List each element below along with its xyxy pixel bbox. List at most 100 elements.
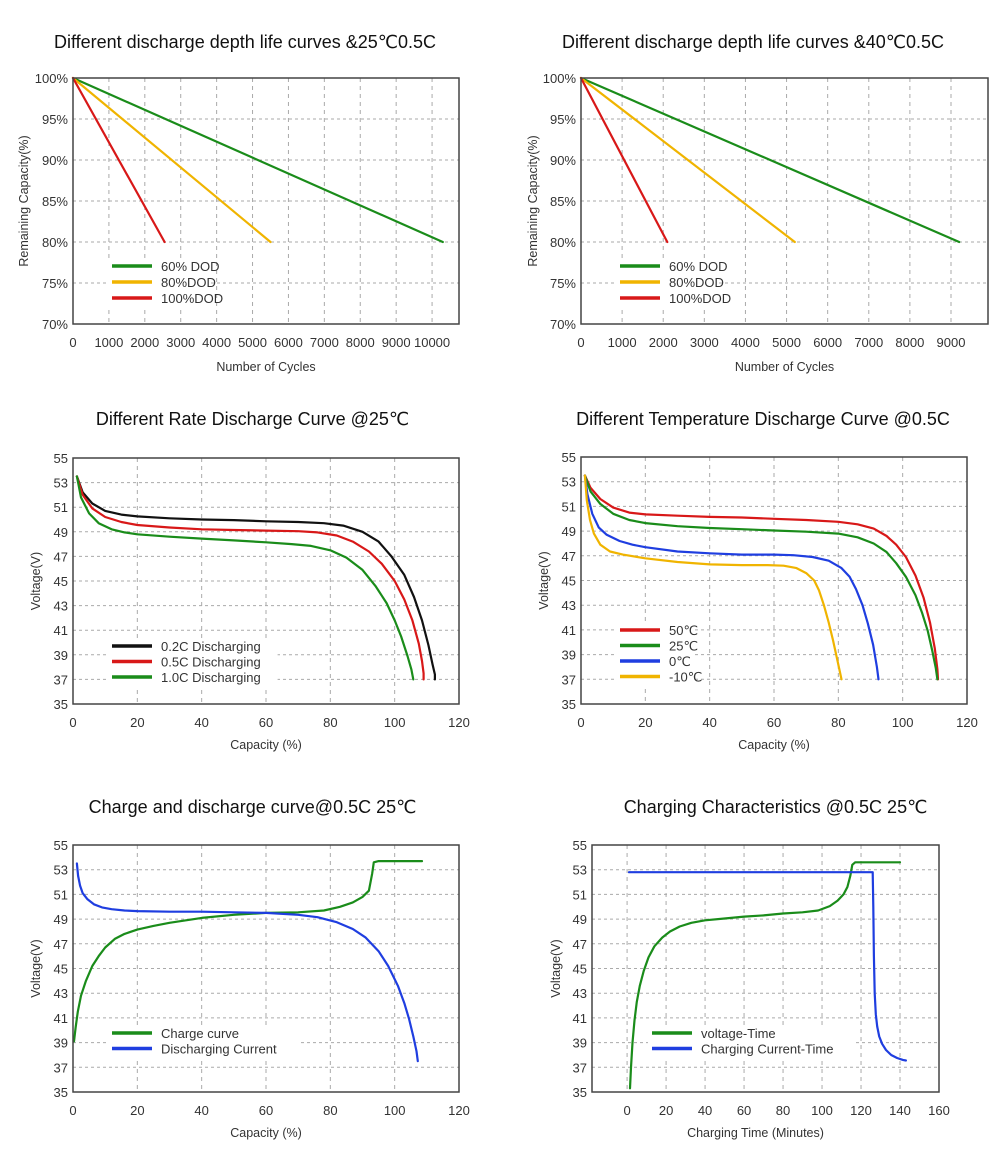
chart-panel-dod40: Different discharge depth life curves &4… bbox=[0, 0, 1000, 390]
chart-dod40: 0 1000 2000 3000 4000 5000 6000 7000 8000 9000 70%… bbox=[526, 71, 989, 374]
chart-title: Different discharge depth life curves &2… bbox=[53, 32, 437, 52]
x-tick-label: 60 bbox=[259, 1103, 273, 1118]
x-tick-label: 20 bbox=[659, 1103, 673, 1118]
series-line-0 bbox=[71, 76, 444, 244]
chart-title: Charging Characteristics @0.5C 25℃ bbox=[623, 797, 928, 817]
y-tick-label: 75% bbox=[550, 276, 576, 291]
legend-label: 0.2C Discharging bbox=[161, 639, 261, 654]
series-line-0 bbox=[75, 475, 436, 681]
y-tick-label: 51 bbox=[562, 499, 576, 514]
series-line-2 bbox=[583, 474, 880, 681]
y-tick-label: 41 bbox=[562, 623, 576, 638]
plot-frame bbox=[591, 844, 940, 1093]
x-tick-label: 120 bbox=[850, 1103, 872, 1118]
chart-panel-temp: Different Temperature Discharge Curve @0… bbox=[537, 409, 978, 752]
gridlines bbox=[73, 78, 459, 324]
x-tick-label: 0 bbox=[69, 715, 76, 730]
y-tick-label: 53 bbox=[54, 863, 68, 878]
y-tick-label: 35 bbox=[573, 1085, 587, 1100]
y-tick-label: 47 bbox=[562, 549, 576, 564]
series-line-2 bbox=[71, 76, 166, 244]
chart-rate: 0 20 40 60 80 100 120 35 37 39 41 43 45 47 49 51 53 55 Cap… bbox=[29, 451, 470, 752]
y-tick-label: 39 bbox=[54, 648, 68, 663]
x-tick-label: 5000 bbox=[772, 335, 801, 350]
x-tick-label: 6000 bbox=[274, 335, 303, 350]
y-axis-label: Voltage(V) bbox=[29, 939, 43, 997]
chart-temp: 0 20 40 60 80 100 120 35 37 39 41 43 45 47 49 51 53 55 Cap… bbox=[537, 450, 978, 752]
y-tick-label: 85% bbox=[42, 194, 68, 209]
x-axis-label: Charging Time (Minutes) bbox=[687, 1126, 824, 1140]
y-tick-label: 75% bbox=[42, 276, 68, 291]
y-tick-label: 49 bbox=[573, 912, 587, 927]
x-tick-label: 80 bbox=[323, 1103, 337, 1118]
chart-title: Charge and discharge curve@0.5C 25℃ bbox=[88, 797, 417, 817]
chart-dod25: 0 1000 2000 3000 4000 5000 6000 7000 8000 9000 100… bbox=[17, 71, 460, 374]
series-line-1 bbox=[579, 76, 796, 244]
y-tick-label: 55 bbox=[562, 450, 576, 465]
x-tick-label: 2000 bbox=[649, 335, 678, 350]
legend-label: Charging Current-Time bbox=[701, 1042, 833, 1057]
y-tick-label: 53 bbox=[562, 475, 576, 490]
gridlines bbox=[592, 845, 939, 1092]
legend-label: 50℃ bbox=[669, 623, 698, 638]
x-tick-label: 10000 bbox=[414, 335, 450, 350]
x-axis-label: Number of Cycles bbox=[735, 360, 834, 374]
series-line-2 bbox=[579, 76, 669, 244]
legend-background bbox=[648, 1025, 856, 1058]
x-tick-label: 140 bbox=[889, 1103, 911, 1118]
y-tick-label: 41 bbox=[573, 1011, 587, 1026]
x-tick-label: 0 bbox=[577, 715, 584, 730]
series-line-1 bbox=[75, 475, 425, 681]
legend-label: -10℃ bbox=[669, 670, 702, 685]
legend-label: 1.0C Discharging bbox=[161, 670, 261, 685]
y-tick-label: 53 bbox=[573, 863, 587, 878]
y-tick-label: 35 bbox=[562, 697, 576, 712]
x-axis-label: Capacity (%) bbox=[738, 738, 810, 752]
y-tick-label: 55 bbox=[54, 451, 68, 466]
x-tick-label: 0 bbox=[69, 1103, 76, 1118]
series-line-0 bbox=[583, 474, 940, 681]
y-tick-label: 85% bbox=[550, 194, 576, 209]
plot-frame bbox=[72, 844, 460, 1093]
y-tick-label: 49 bbox=[54, 525, 68, 540]
plot-frame bbox=[72, 457, 460, 705]
y-tick-label: 53 bbox=[54, 476, 68, 491]
x-tick-label: 1000 bbox=[608, 335, 637, 350]
y-tick-label: 49 bbox=[54, 912, 68, 927]
series-line-2 bbox=[75, 475, 415, 681]
y-tick-label: 55 bbox=[573, 838, 587, 853]
x-tick-label: 60 bbox=[737, 1103, 751, 1118]
y-tick-label: 41 bbox=[54, 1011, 68, 1026]
y-tick-label: 37 bbox=[573, 1060, 587, 1075]
series-line-0 bbox=[72, 859, 424, 1043]
y-tick-label: 90% bbox=[550, 153, 576, 168]
y-tick-label: 45 bbox=[54, 574, 68, 589]
x-axis-label: Capacity (%) bbox=[230, 1126, 302, 1140]
y-tick-label: 100% bbox=[35, 71, 69, 86]
y-tick-label: 100% bbox=[543, 71, 577, 86]
y-tick-label: 39 bbox=[54, 1036, 68, 1051]
x-tick-label: 20 bbox=[130, 715, 144, 730]
y-tick-label: 80% bbox=[42, 235, 68, 250]
y-tick-label: 47 bbox=[54, 549, 68, 564]
gridlines bbox=[581, 457, 967, 704]
y-tick-label: 41 bbox=[54, 623, 68, 638]
x-tick-label: 7000 bbox=[854, 335, 883, 350]
y-tick-label: 51 bbox=[54, 500, 68, 515]
legend-label: 100%DOD bbox=[669, 291, 731, 306]
x-tick-label: 120 bbox=[448, 1103, 470, 1118]
y-axis-label: Remaining Capacity(%) bbox=[526, 135, 540, 266]
y-tick-label: 51 bbox=[54, 887, 68, 902]
y-tick-label: 55 bbox=[54, 838, 68, 853]
y-tick-label: 39 bbox=[562, 648, 576, 663]
y-tick-label: 49 bbox=[562, 524, 576, 539]
x-tick-label: 4000 bbox=[202, 335, 231, 350]
x-tick-label: 0 bbox=[577, 335, 584, 350]
legend-label: voltage-Time bbox=[701, 1026, 776, 1041]
legend-label: 80%DOD bbox=[161, 275, 216, 290]
